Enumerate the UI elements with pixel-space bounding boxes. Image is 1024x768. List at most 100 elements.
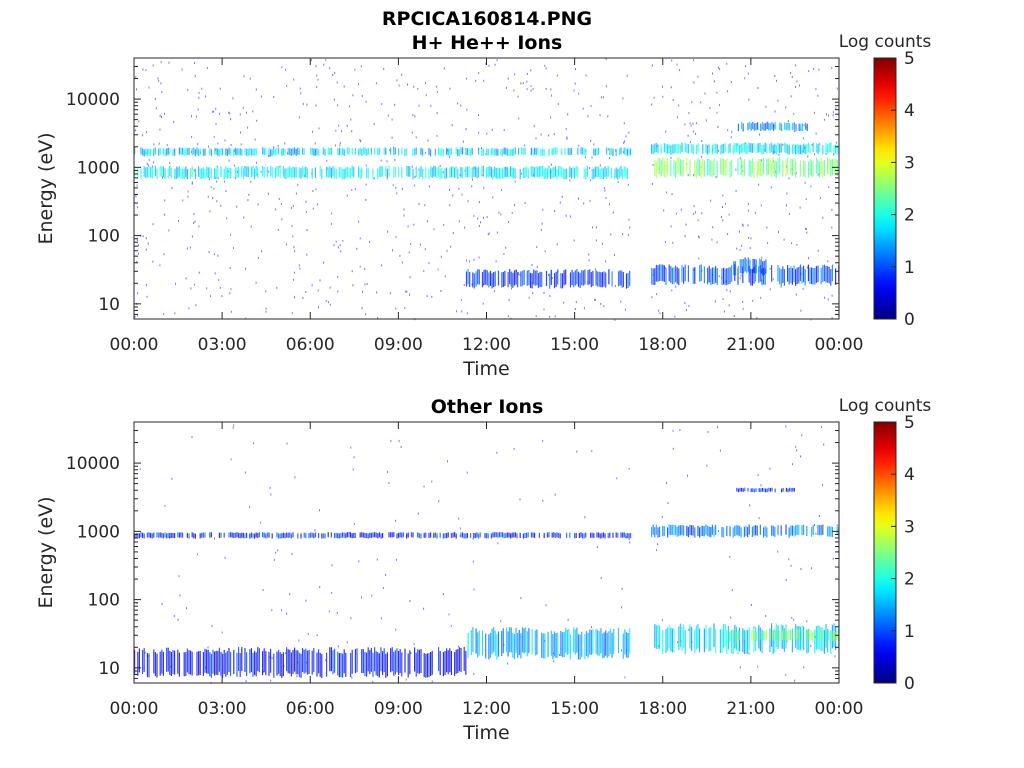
count-band xyxy=(556,532,558,538)
noise-pixel xyxy=(661,516,663,518)
count-band xyxy=(174,533,176,539)
count-band xyxy=(290,148,292,156)
count-band xyxy=(209,148,211,156)
noise-pixel xyxy=(253,442,254,445)
count-band xyxy=(446,167,448,179)
count-band xyxy=(758,158,760,175)
count-band xyxy=(194,149,196,157)
noise-pixel xyxy=(657,543,659,546)
count-band xyxy=(809,158,811,176)
count-band xyxy=(340,532,342,538)
count-band xyxy=(230,532,232,538)
count-band xyxy=(532,166,534,177)
count-band xyxy=(377,148,379,156)
count-band xyxy=(679,144,681,154)
noise-pixel xyxy=(194,62,195,65)
count-band xyxy=(613,628,615,654)
count-band xyxy=(715,524,717,536)
count-band xyxy=(148,653,150,678)
count-band xyxy=(742,628,744,652)
noise-pixel xyxy=(666,191,668,194)
count-band xyxy=(297,650,299,675)
plot-frame xyxy=(133,57,840,320)
count-band xyxy=(752,488,754,492)
noise-pixel xyxy=(428,262,430,265)
noise-pixel xyxy=(627,233,629,236)
count-band xyxy=(659,158,661,175)
count-band xyxy=(561,148,563,156)
count-band xyxy=(489,632,492,658)
noise-pixel xyxy=(595,239,597,242)
count-band xyxy=(191,148,193,155)
count-band xyxy=(250,148,252,156)
count-band xyxy=(691,627,693,651)
noise-pixel xyxy=(671,193,673,196)
noise-pixel xyxy=(173,121,175,123)
noise-pixel xyxy=(678,104,680,107)
noise-pixel xyxy=(629,226,631,229)
noise-pixel xyxy=(689,141,691,144)
count-band xyxy=(382,651,384,676)
noise-pixel xyxy=(271,609,273,612)
noise-pixel xyxy=(522,82,524,85)
noise-pixel xyxy=(722,219,724,222)
count-band xyxy=(533,269,535,285)
noise-pixel xyxy=(605,85,607,88)
count-band xyxy=(428,147,430,155)
noise-pixel xyxy=(815,636,817,639)
noise-pixel xyxy=(407,225,409,228)
noise-pixel xyxy=(770,186,772,189)
count-band xyxy=(166,533,168,539)
count-band xyxy=(452,532,454,538)
count-band xyxy=(262,147,264,155)
noise-pixel xyxy=(316,634,318,637)
count-band xyxy=(567,147,569,155)
count-band xyxy=(761,629,763,654)
count-band xyxy=(343,532,345,538)
count-band xyxy=(787,265,789,282)
noise-pixel xyxy=(436,134,438,137)
noise-pixel xyxy=(230,310,232,313)
count-band xyxy=(351,165,353,177)
noise-pixel xyxy=(211,625,213,627)
count-band xyxy=(599,533,601,539)
count-band xyxy=(828,142,830,153)
count-band xyxy=(803,160,805,177)
count-band xyxy=(188,650,190,675)
noise-pixel xyxy=(426,295,428,298)
noise-pixel xyxy=(201,87,203,90)
count-band xyxy=(292,649,294,674)
count-band xyxy=(715,629,717,653)
count-band xyxy=(780,143,782,153)
count-band xyxy=(740,143,742,154)
noise-pixel xyxy=(727,90,729,93)
count-band xyxy=(610,168,612,179)
count-band xyxy=(766,121,768,130)
count-band xyxy=(792,122,794,131)
noise-pixel xyxy=(173,615,175,617)
count-band xyxy=(589,629,591,655)
noise-pixel xyxy=(782,143,784,146)
count-band xyxy=(526,166,528,178)
noise-pixel xyxy=(265,310,267,313)
noise-pixel xyxy=(187,89,189,92)
noise-pixel xyxy=(458,517,460,520)
count-band xyxy=(551,532,553,538)
count-band xyxy=(548,148,550,156)
count-band xyxy=(762,630,764,641)
count-band xyxy=(463,646,465,671)
count-band xyxy=(762,261,764,276)
count-band xyxy=(598,147,600,155)
noise-pixel xyxy=(270,679,272,682)
count-band xyxy=(724,268,726,286)
count-band xyxy=(473,533,475,539)
x-tick-label: 00:00 xyxy=(815,699,864,719)
noise-pixel xyxy=(351,270,353,273)
count-band xyxy=(812,160,814,178)
noise-pixel xyxy=(318,306,319,309)
count-band xyxy=(354,649,356,674)
noise-pixel xyxy=(352,284,354,287)
noise-pixel xyxy=(716,111,718,114)
count-band xyxy=(748,524,750,535)
count-band xyxy=(446,147,448,155)
